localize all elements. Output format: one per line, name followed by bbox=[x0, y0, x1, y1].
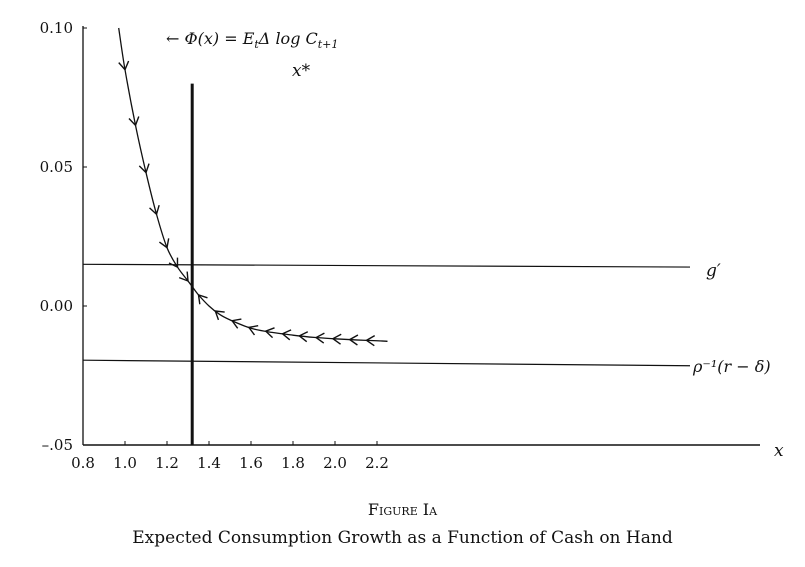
y-tick-label: 0.00 bbox=[40, 297, 73, 315]
y-tick-label: –.05 bbox=[42, 436, 73, 454]
curve-layer bbox=[118, 27, 388, 342]
chart-svg: 0.8 1.0 1.2 1.4 1.6 1.8 2.0 2.2 –.05 0.00 0.05 0.10… bbox=[40, 19, 784, 472]
x-tick-label: 1.0 bbox=[113, 454, 137, 472]
flow-arrow bbox=[178, 271, 189, 283]
y-tick-label: 0.05 bbox=[40, 158, 73, 176]
phi-curve bbox=[118, 27, 388, 342]
x-axis-label: x bbox=[774, 441, 784, 461]
flow-arrow bbox=[230, 318, 242, 329]
arrow-layer bbox=[118, 60, 376, 347]
g-prime-label: g′ bbox=[706, 261, 721, 281]
rho-label: ρ⁻¹(r − δ) bbox=[692, 357, 771, 376]
y-tick-label: 0.10 bbox=[40, 19, 73, 37]
flow-arrow bbox=[365, 335, 376, 347]
flow-arrow bbox=[214, 310, 225, 321]
flow-arrow bbox=[348, 334, 359, 346]
flow-arrow bbox=[297, 331, 309, 343]
x-tick-label: 0.8 bbox=[71, 454, 95, 472]
flow-arrow bbox=[264, 327, 275, 339]
flow-arrow bbox=[128, 116, 140, 127]
x-star-label: x* bbox=[292, 61, 311, 81]
x-tick-label: 2.0 bbox=[323, 454, 347, 472]
x-tick-label: 1.8 bbox=[281, 454, 305, 472]
figure-label: Figure Ia bbox=[367, 500, 438, 519]
figure-title: Expected Consumption Growth as a Functio… bbox=[132, 528, 673, 548]
flow-arrow bbox=[331, 333, 342, 345]
flow-arrow bbox=[197, 293, 208, 305]
flow-arrow bbox=[247, 325, 259, 336]
axes bbox=[82, 26, 760, 446]
flow-arrow bbox=[118, 60, 130, 72]
curve-label: ← Φ(x) = EtΔ log Ct+1 bbox=[166, 29, 338, 51]
flow-arrow bbox=[168, 257, 179, 269]
flow-arrow bbox=[281, 329, 292, 341]
x-tick-label: 2.2 bbox=[365, 454, 389, 472]
flow-arrow bbox=[149, 205, 160, 216]
x-tick-label: 1.6 bbox=[239, 454, 263, 472]
flow-arrow bbox=[138, 163, 150, 174]
reference-lines bbox=[82, 83, 691, 445]
x-tick-label: 1.2 bbox=[155, 454, 179, 472]
flow-arrow bbox=[158, 238, 170, 249]
tick-layer: 0.8 1.0 1.2 1.4 1.6 1.8 2.0 2.2 –.05 0.00 0.05 0.10 bbox=[40, 19, 389, 472]
g-prime-line bbox=[82, 263, 691, 268]
x-tick-label: 1.4 bbox=[197, 454, 221, 472]
flow-arrow bbox=[314, 332, 325, 344]
rho-r-delta-line bbox=[82, 359, 691, 367]
